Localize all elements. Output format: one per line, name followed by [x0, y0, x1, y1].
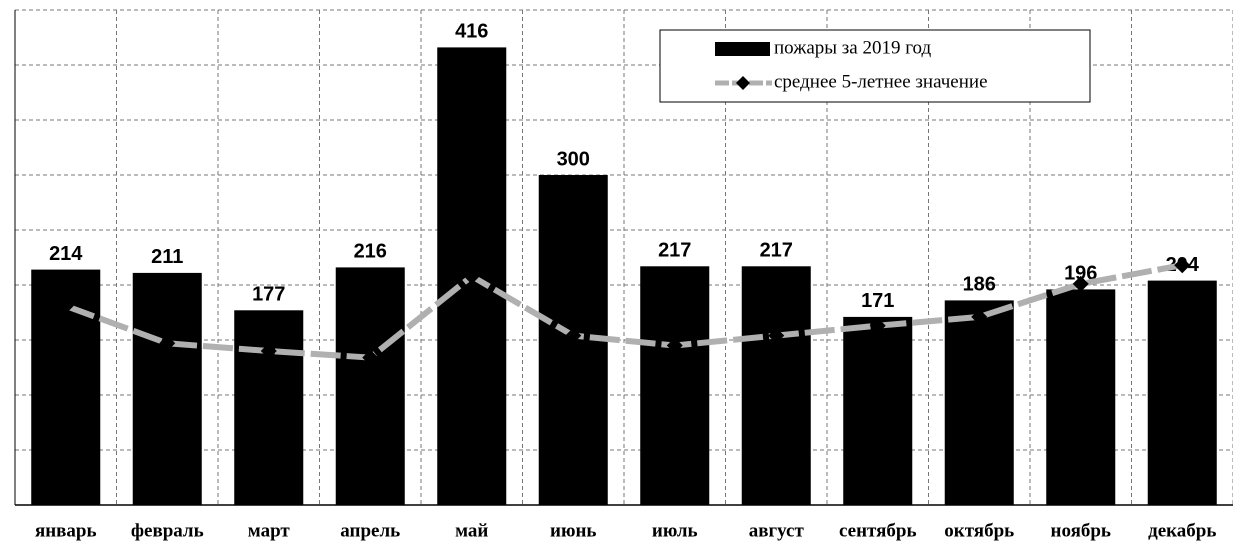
x-tick-label: октябрь [944, 520, 1014, 541]
x-tick-label: июнь [550, 520, 596, 541]
value-label: 196 [1064, 263, 1097, 285]
bar [234, 310, 304, 505]
x-tick-label: ноябрь [1051, 520, 1111, 541]
line [64, 262, 1183, 361]
bar [944, 300, 1014, 505]
legend-swatch [715, 42, 770, 56]
legend-label: среднее 5-летнее значение [774, 71, 988, 92]
value-label: 217 [760, 240, 793, 262]
marker [666, 337, 683, 354]
bar [1147, 280, 1217, 505]
marker [768, 327, 785, 344]
value-label: 171 [861, 290, 894, 312]
marker [260, 343, 277, 359]
value-label: 186 [963, 274, 996, 296]
marker [57, 297, 74, 314]
value-label: 416 [455, 21, 488, 43]
bar [843, 316, 913, 505]
legend-marker [736, 76, 750, 90]
value-label: 217 [658, 240, 691, 262]
value-label: 214 [49, 243, 83, 265]
value-label: 216 [354, 241, 387, 263]
marker [565, 327, 582, 344]
legend-label: пожары за 2019 год [774, 37, 931, 58]
x-tick-label: сентябрь [839, 520, 917, 541]
marker [463, 268, 480, 285]
x-tick-label: июль [652, 520, 698, 541]
x-tick-label: август [749, 520, 805, 541]
bar [640, 266, 710, 505]
value-label: 300 [557, 148, 590, 170]
marker [362, 349, 379, 366]
value-label: 177 [252, 284, 285, 306]
marker [159, 335, 176, 352]
x-tick-label: декабрь [1148, 520, 1216, 541]
x-tick-label: апрель [340, 520, 400, 541]
bar [132, 272, 202, 505]
marker [971, 308, 988, 325]
x-tick-label: февраль [131, 520, 204, 541]
value-label: 211 [151, 246, 183, 268]
marker [1174, 257, 1191, 274]
x-tick-label: май [455, 520, 488, 541]
x-tick-label: март [248, 520, 291, 541]
bar [1046, 289, 1116, 505]
bar [335, 267, 405, 505]
x-tick-label: январь [35, 520, 97, 541]
bar [741, 266, 811, 505]
marker [1072, 275, 1089, 292]
marker [869, 317, 886, 334]
